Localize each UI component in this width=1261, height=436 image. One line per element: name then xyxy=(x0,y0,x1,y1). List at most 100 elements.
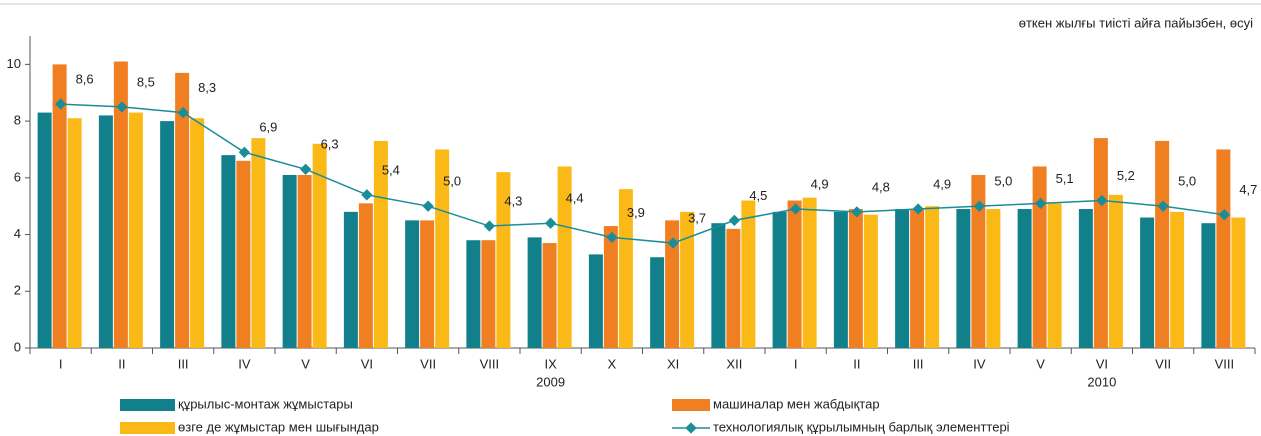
bar xyxy=(618,189,633,348)
bar xyxy=(373,140,388,348)
x-tick-label: I xyxy=(59,356,63,371)
bar xyxy=(956,209,971,348)
bar xyxy=(1093,138,1108,348)
data-label: 3,9 xyxy=(627,205,645,220)
x-tick-label: V xyxy=(301,356,310,371)
year-label: 2010 xyxy=(1087,374,1116,389)
x-tick-label: VIII xyxy=(480,356,500,371)
legend-swatch xyxy=(120,422,175,434)
legend-swatch xyxy=(672,399,710,411)
legend-marker xyxy=(685,422,697,434)
bar xyxy=(787,200,802,348)
data-label: 4,9 xyxy=(811,176,829,191)
bar xyxy=(1231,217,1246,348)
data-label: 4,8 xyxy=(872,179,890,194)
line-marker xyxy=(667,237,679,249)
bar xyxy=(665,220,680,348)
data-label: 8,3 xyxy=(198,80,216,95)
bar xyxy=(113,61,128,348)
bar xyxy=(175,72,190,348)
line-marker xyxy=(728,214,741,227)
data-label: 5,4 xyxy=(382,162,400,177)
bar xyxy=(1078,209,1093,348)
data-label: 5,0 xyxy=(994,174,1012,189)
bar xyxy=(236,160,251,348)
line-marker xyxy=(483,220,496,232)
line-marker xyxy=(851,206,863,218)
x-tick-label: IX xyxy=(544,356,557,371)
bar xyxy=(67,118,82,348)
data-label: 5,0 xyxy=(443,174,461,189)
bar xyxy=(98,115,113,348)
x-tick-label: III xyxy=(913,356,924,371)
bar xyxy=(466,240,481,348)
bar xyxy=(1032,166,1047,348)
line-marker xyxy=(299,163,312,175)
y-tick-label: 10 xyxy=(7,56,21,71)
data-label: 6,9 xyxy=(259,120,277,135)
bar xyxy=(527,237,542,348)
data-label: 4,5 xyxy=(749,188,767,203)
bar xyxy=(802,197,817,348)
data-label: 8,6 xyxy=(76,72,94,87)
bar xyxy=(343,211,358,348)
bar xyxy=(650,257,665,348)
x-tick-label: I xyxy=(794,356,798,371)
bar xyxy=(1047,203,1062,348)
bar xyxy=(848,209,863,348)
bar xyxy=(1140,217,1155,348)
bar xyxy=(37,112,52,348)
bar xyxy=(358,203,373,348)
bar xyxy=(603,226,618,348)
line-marker xyxy=(789,203,802,215)
bar xyxy=(420,220,435,348)
data-label: 8,5 xyxy=(137,74,155,89)
legend-label: құрылыс-монтаж жұмыстары xyxy=(178,396,353,411)
x-tick-label: XI xyxy=(667,356,679,371)
bar xyxy=(1170,211,1185,348)
legend-swatch xyxy=(120,399,175,411)
bar xyxy=(1155,140,1170,348)
bar xyxy=(680,211,695,348)
x-tick-label: VII xyxy=(420,356,436,371)
bar xyxy=(160,121,175,348)
bar xyxy=(833,211,848,348)
bar xyxy=(557,166,572,348)
x-tick-label: II xyxy=(853,356,860,371)
x-tick-label: VIII xyxy=(1215,356,1235,371)
bar xyxy=(986,209,1001,348)
bar xyxy=(297,174,312,348)
x-tick-label: X xyxy=(608,356,617,371)
line-marker xyxy=(606,231,618,244)
bar xyxy=(542,243,557,348)
data-label: 4,3 xyxy=(504,193,522,208)
bar xyxy=(1017,209,1032,348)
line-marker xyxy=(1034,197,1047,210)
y-tick-label: 6 xyxy=(14,169,21,184)
bar xyxy=(221,155,236,348)
line-marker xyxy=(238,146,251,158)
bar xyxy=(52,64,67,348)
bar xyxy=(312,143,327,348)
bar xyxy=(741,200,756,348)
line-marker xyxy=(1157,200,1169,212)
bar xyxy=(863,214,878,348)
bar xyxy=(925,206,940,348)
y-tick-label: 4 xyxy=(14,226,21,241)
bar xyxy=(910,209,925,348)
y-tick-label: 8 xyxy=(14,113,21,128)
year-label: 2009 xyxy=(536,374,565,389)
x-tick-label: VI xyxy=(1096,356,1108,371)
bar xyxy=(1108,194,1123,348)
bar xyxy=(711,223,726,348)
bar xyxy=(772,211,787,348)
line-marker xyxy=(1096,194,1108,207)
line-marker xyxy=(361,189,373,201)
bar xyxy=(588,254,603,348)
bar xyxy=(1216,149,1231,348)
data-label: 4,9 xyxy=(933,176,951,191)
bar xyxy=(1201,223,1216,348)
bar xyxy=(895,209,910,348)
legend-label: машиналар мен жабдықтар xyxy=(713,396,880,411)
